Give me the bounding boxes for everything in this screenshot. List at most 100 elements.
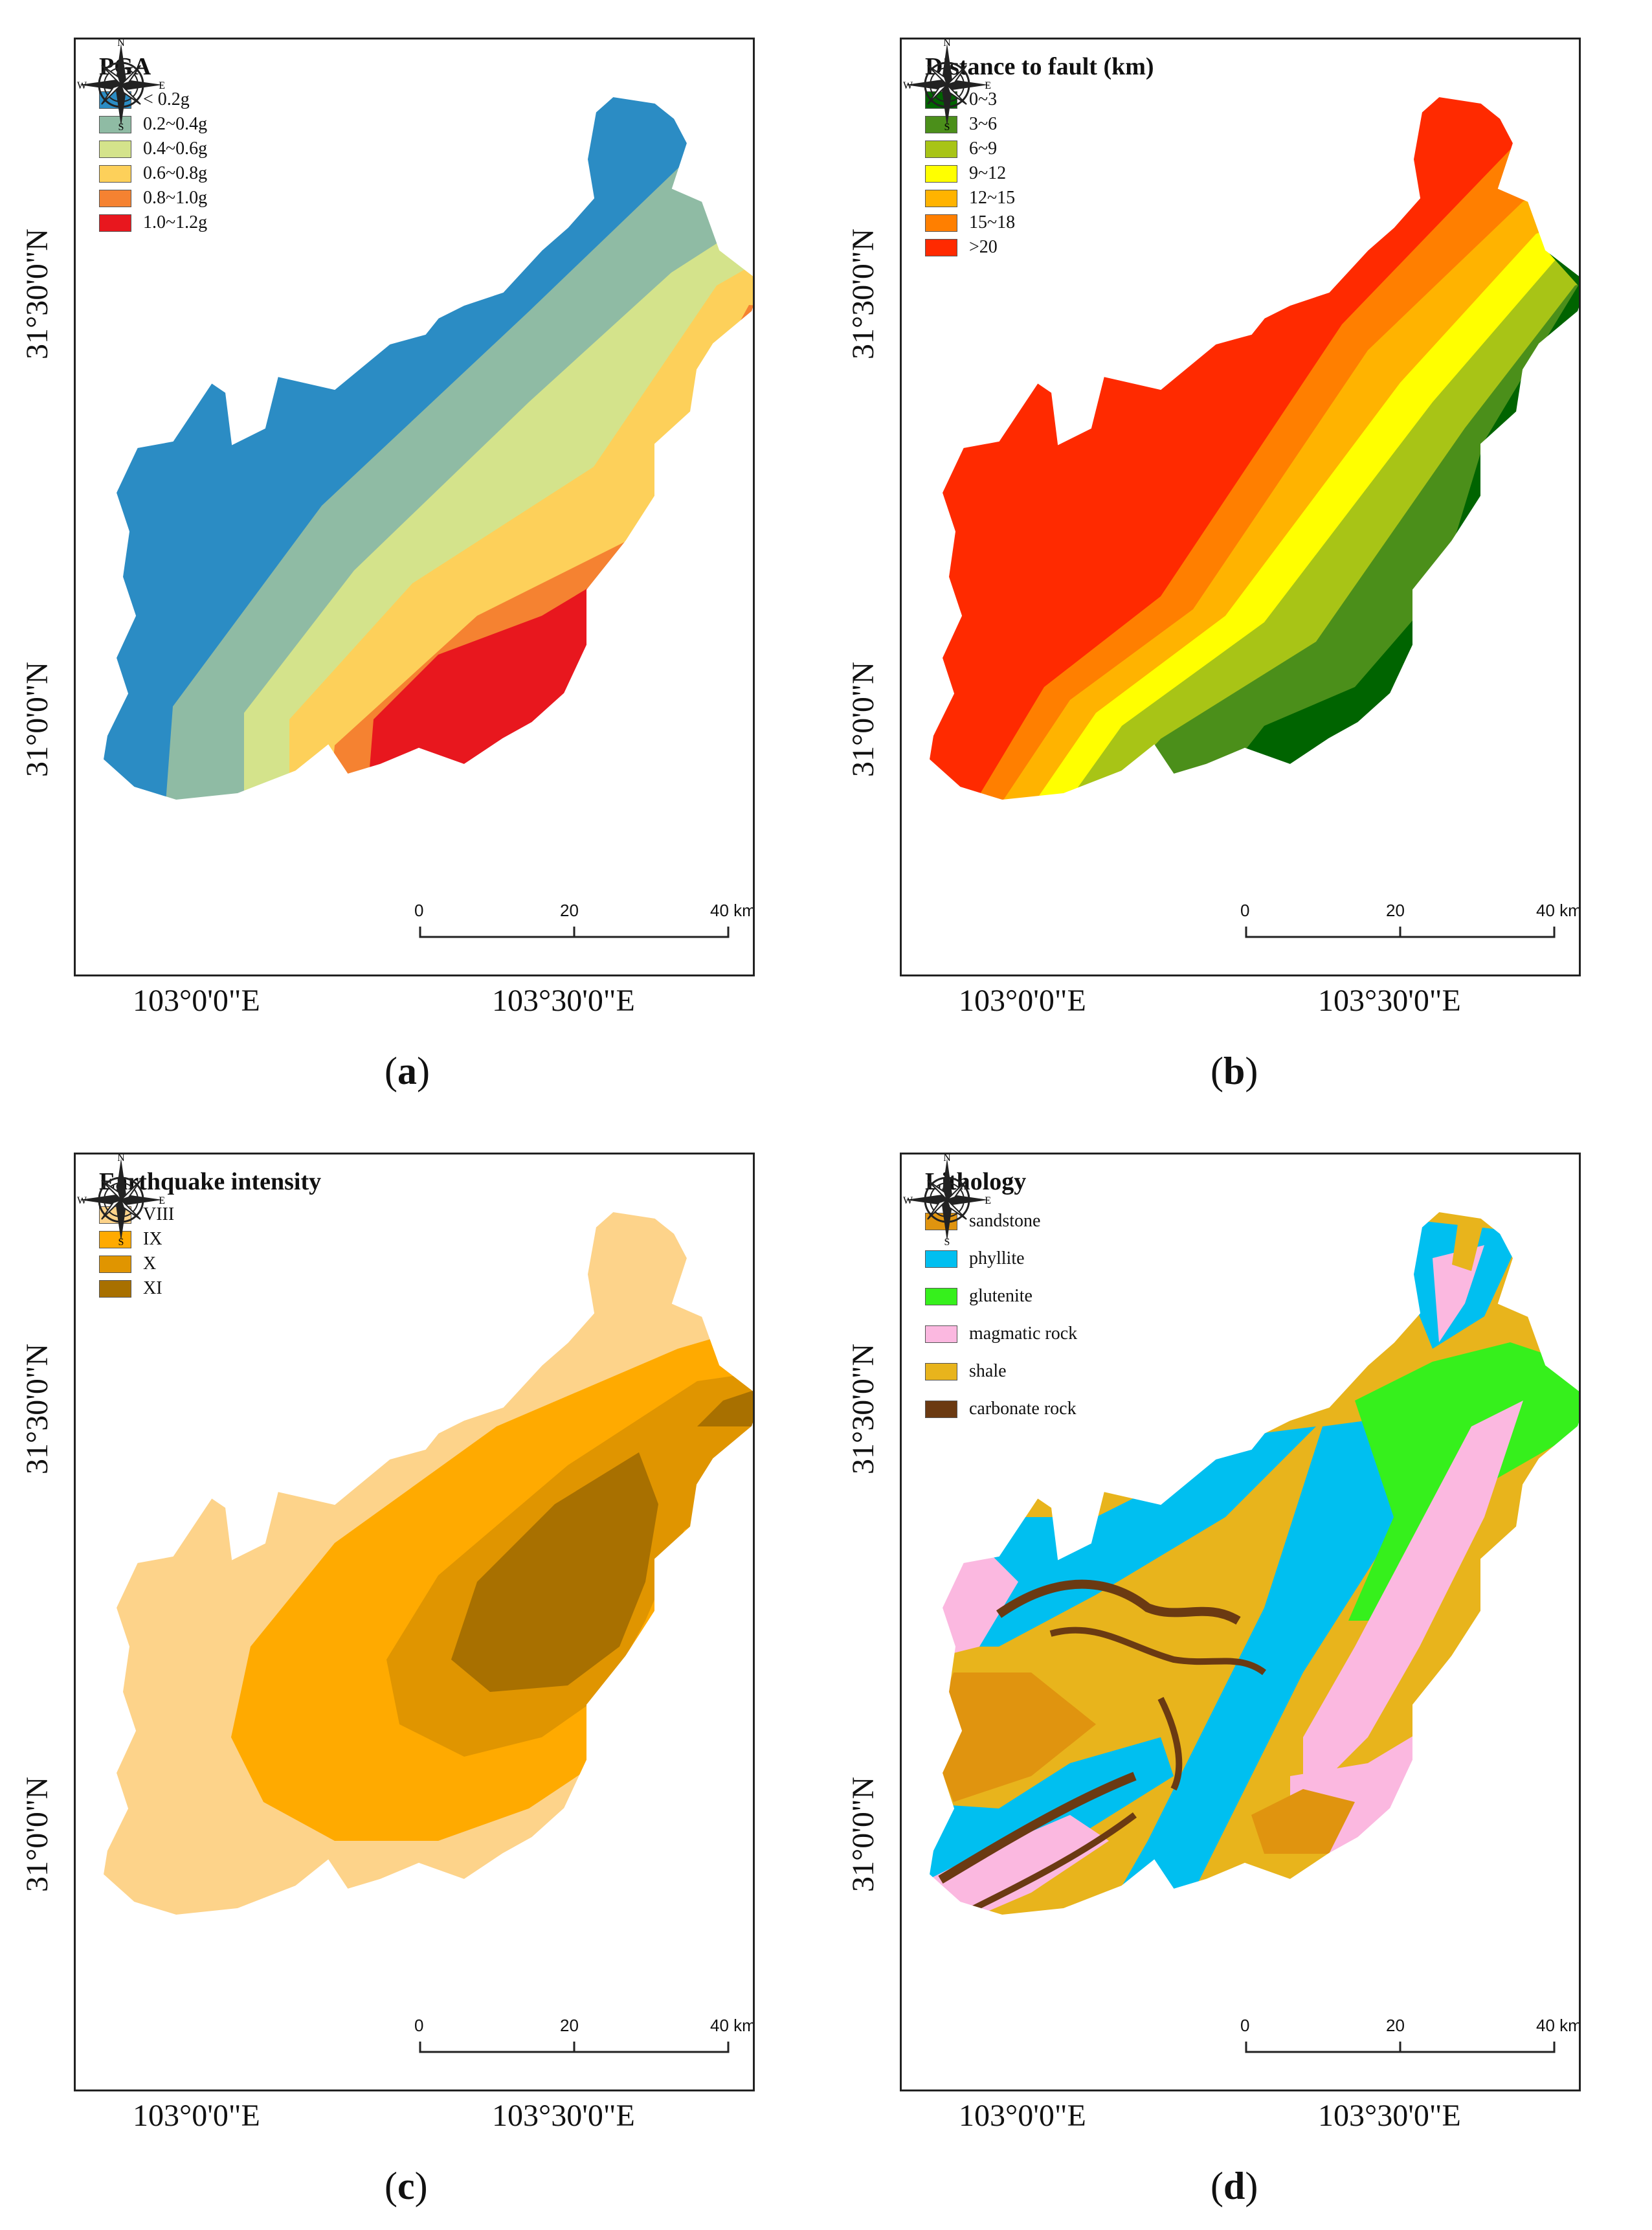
legend-swatch bbox=[925, 115, 957, 133]
scale-label: 0 bbox=[414, 901, 424, 920]
scale-label: 20 bbox=[560, 2016, 579, 2035]
legend-item: 0.6~0.8g bbox=[99, 161, 207, 186]
svg-text:S: S bbox=[118, 1237, 124, 1245]
lon-label: 103°0'0"E bbox=[959, 2099, 1086, 2133]
legend-label: < 0.2g bbox=[143, 89, 190, 109]
legend-swatch bbox=[925, 140, 957, 158]
legend-item: >20 bbox=[925, 235, 1154, 260]
legend-swatch bbox=[925, 238, 957, 256]
svg-text:E: E bbox=[159, 1195, 165, 1206]
scale-bar: 0 20 40 km bbox=[1240, 2016, 1581, 2067]
caption: (c) bbox=[385, 2165, 428, 2207]
legend-title: Earthquake intensity bbox=[99, 1168, 322, 1195]
scale-label: 0 bbox=[1240, 901, 1250, 920]
legend-item: 15~18 bbox=[925, 210, 1154, 235]
compass-rose-icon: N S E W bbox=[903, 1154, 991, 1245]
legend-swatch bbox=[925, 164, 957, 183]
scale-bar: 0 20 40 km bbox=[414, 2016, 753, 2067]
legend-label: shale bbox=[969, 1361, 1007, 1381]
svg-text:N: N bbox=[943, 1154, 951, 1164]
legend-label: 3~6 bbox=[969, 114, 998, 134]
map-frame: Earthquake intensity VIII IX X XI N S E … bbox=[74, 1153, 755, 2091]
intensity-zone-xi bbox=[451, 1452, 658, 1692]
compass-rose-icon: N S E W bbox=[77, 39, 165, 130]
svg-text:S: S bbox=[944, 122, 950, 130]
caption: (a) bbox=[385, 1050, 430, 1092]
shale-unit-north bbox=[1452, 1219, 1484, 1271]
legend-label: 0~3 bbox=[969, 89, 998, 109]
lithology-map bbox=[928, 1211, 1579, 1916]
lon-label: 103°30'0"E bbox=[492, 984, 635, 1018]
legend-item: glutenite bbox=[925, 1278, 1077, 1315]
lat-label: 31°30'0"N bbox=[846, 228, 880, 359]
lat-label: 31°0'0"N bbox=[846, 661, 880, 777]
scale-label: 0 bbox=[1240, 2016, 1250, 2035]
legend-swatch bbox=[99, 1230, 131, 1248]
legend-item: phyllite bbox=[925, 1240, 1077, 1278]
sandstone-unit-south bbox=[1251, 1789, 1355, 1854]
legend-item: shale bbox=[925, 1353, 1077, 1390]
lon-label: 103°30'0"E bbox=[1318, 984, 1461, 1018]
svg-text:N: N bbox=[943, 39, 951, 49]
legend-label: 6~9 bbox=[969, 139, 998, 159]
legend-label: 15~18 bbox=[969, 212, 1016, 232]
legend-label: 1.0~1.2g bbox=[143, 212, 208, 232]
panel-c-earthquake-intensity: Earthquake intensity VIII IX X XI N S E … bbox=[0, 1115, 826, 2230]
legend-label: 0.4~0.6g bbox=[143, 139, 208, 159]
legend-label: 0.2~0.4g bbox=[143, 114, 208, 134]
legend-swatch bbox=[925, 214, 957, 232]
svg-text:N: N bbox=[117, 1154, 125, 1164]
legend-item: 9~12 bbox=[925, 161, 1154, 186]
svg-text:S: S bbox=[118, 122, 124, 130]
glutenite-patch bbox=[1420, 1711, 1471, 1750]
lat-label: 31°30'0"N bbox=[846, 1343, 880, 1474]
legend-item: 6~9 bbox=[925, 137, 1154, 161]
legend: Distance to fault (km) 0~3 3~6 6~9 9~12 … bbox=[925, 52, 1154, 260]
legend-label: carbonate rock bbox=[969, 1399, 1077, 1419]
legend-swatch bbox=[99, 214, 131, 232]
legend-swatch bbox=[925, 1250, 957, 1268]
compass-rose-icon: N S E W bbox=[903, 39, 991, 130]
carbonate-band-mid bbox=[1049, 1627, 1266, 1676]
legend-swatch bbox=[99, 189, 131, 207]
svg-text:W: W bbox=[903, 1195, 913, 1206]
legend-label: >20 bbox=[969, 237, 998, 257]
legend-label: 12~15 bbox=[969, 188, 1016, 208]
legend-label: XI bbox=[143, 1278, 162, 1298]
svg-text:E: E bbox=[985, 1195, 991, 1206]
scale-label: 20 bbox=[1386, 901, 1405, 920]
scale-label: 40 km bbox=[710, 901, 755, 920]
legend-label: glutenite bbox=[969, 1286, 1032, 1306]
svg-text:W: W bbox=[77, 1195, 87, 1206]
legend-item: 0.2~0.4g bbox=[99, 112, 207, 137]
legend-item: 0.8~1.0g bbox=[99, 186, 207, 210]
svg-text:E: E bbox=[159, 80, 165, 91]
lon-label: 103°0'0"E bbox=[133, 2099, 260, 2133]
pga-map bbox=[102, 96, 753, 801]
scale-label: 20 bbox=[560, 901, 579, 920]
legend-item: 12~15 bbox=[925, 186, 1154, 210]
intensity-map bbox=[102, 1211, 753, 1916]
scale-bar: 0 20 40 km bbox=[414, 901, 755, 952]
legend-item: XI bbox=[99, 1276, 321, 1301]
legend-label: 0.8~1.0g bbox=[143, 188, 208, 208]
phyllite-unit-central bbox=[1096, 1413, 1458, 1915]
lon-label: 103°0'0"E bbox=[959, 984, 1086, 1018]
carbonate-band-central bbox=[1157, 1696, 1183, 1791]
map-frame: Lithology sandstone phyllite glutenite m… bbox=[900, 1153, 1581, 2091]
scale-label: 40 km bbox=[1536, 901, 1581, 920]
svg-text:S: S bbox=[944, 1237, 950, 1245]
scale-label: 40 km bbox=[1536, 2016, 1581, 2035]
legend-item: 3~6 bbox=[925, 112, 1154, 137]
legend-swatch bbox=[99, 115, 131, 133]
legend-swatch bbox=[925, 1325, 957, 1343]
scale-label: 0 bbox=[414, 2016, 424, 2035]
legend-item: 0~3 bbox=[925, 87, 1154, 112]
panel-a-pga: PGA < 0.2g 0.2~0.4g 0.4~0.6g 0.6~0.8g 0.… bbox=[0, 0, 826, 1115]
legend-item: magmatic rock bbox=[925, 1315, 1077, 1353]
panel-d-lithology: Lithology sandstone phyllite glutenite m… bbox=[826, 1115, 1652, 2230]
magmatic-unit-east bbox=[1303, 1401, 1523, 1802]
panel-b-distance-to-fault: Distance to fault (km) 0~3 3~6 6~9 9~12 … bbox=[826, 0, 1652, 1115]
lat-label: 31°0'0"N bbox=[846, 1776, 880, 1892]
legend-swatch bbox=[925, 1287, 957, 1305]
